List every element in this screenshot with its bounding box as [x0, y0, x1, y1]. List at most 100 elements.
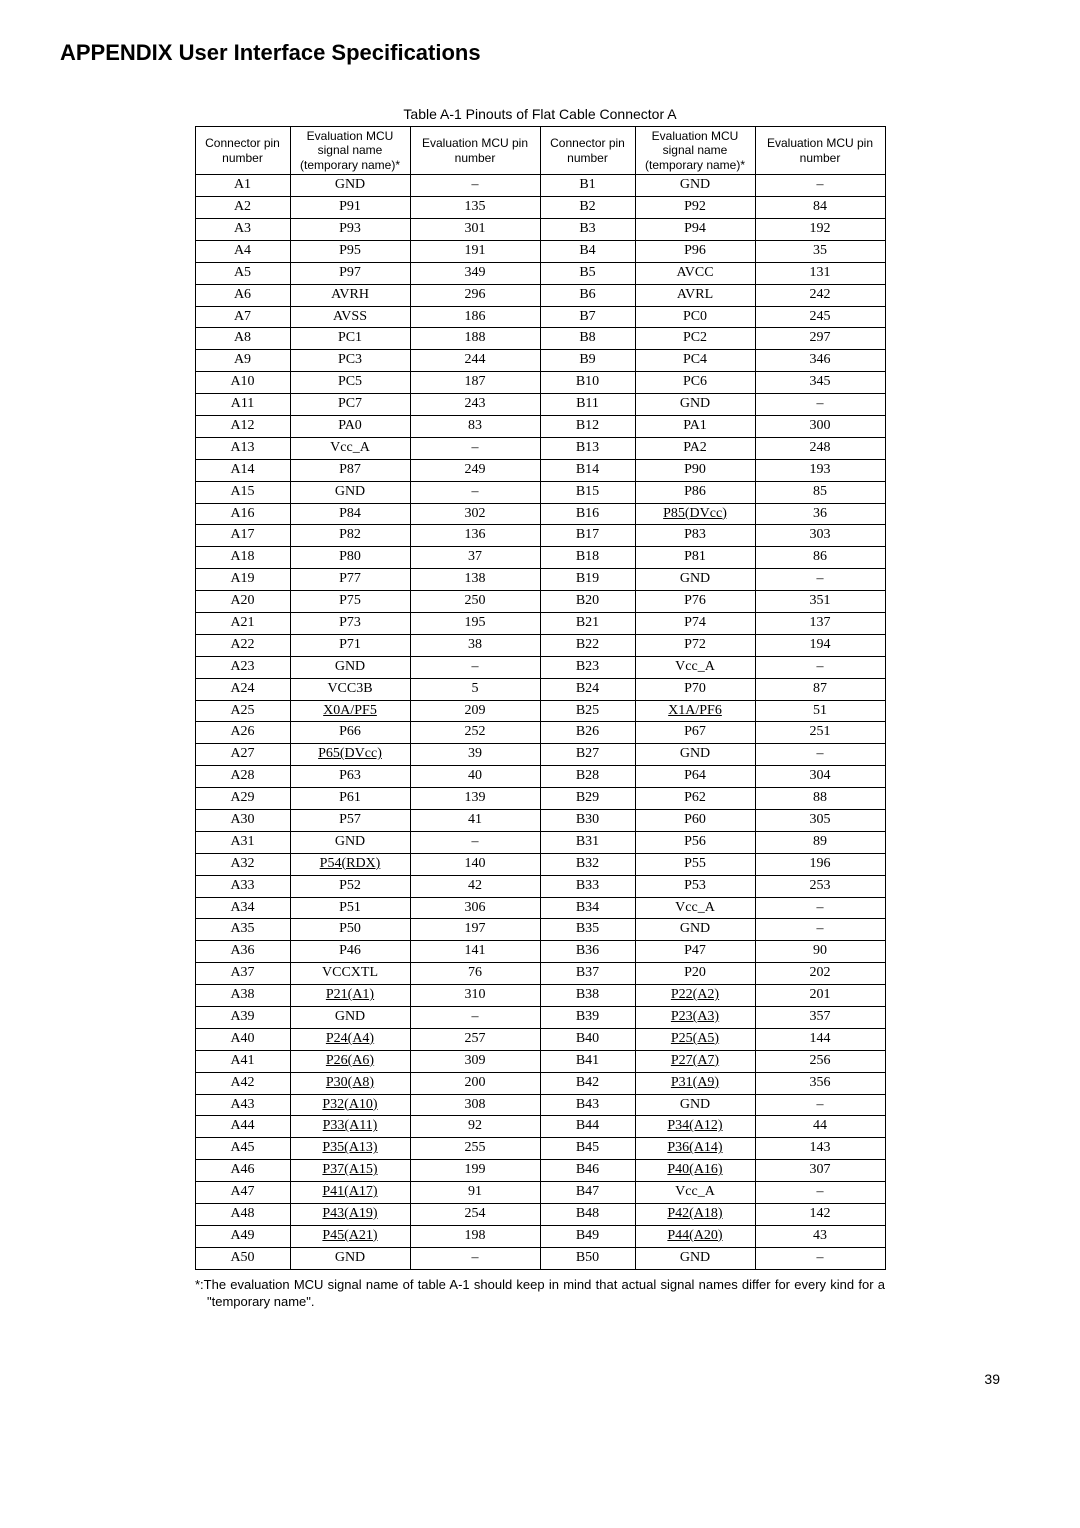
table-row: A17P82136B17P83303: [195, 525, 885, 547]
table-cell: B39: [540, 1007, 635, 1029]
table-cell: Vcc_A: [635, 656, 755, 678]
table-cell: 198: [410, 1225, 540, 1247]
table-cell: GND: [635, 1247, 755, 1269]
table-cell: 84: [755, 197, 885, 219]
table-cell: P56: [635, 831, 755, 853]
table-cell: –: [755, 897, 885, 919]
table-cell: 244: [410, 350, 540, 372]
table-cell: GND: [290, 831, 410, 853]
table-cell: A31: [195, 831, 290, 853]
table-cell: B23: [540, 656, 635, 678]
table-cell: A30: [195, 810, 290, 832]
table-row: A24VCC3B5B24P7087: [195, 678, 885, 700]
table-cell: GND: [635, 394, 755, 416]
table-cell: 36: [755, 503, 885, 525]
table-body: A1GND–B1GND–A2P91135B2P9284A3P93301B3P94…: [195, 175, 885, 1270]
table-cell: 139: [410, 788, 540, 810]
table-cell: GND: [635, 175, 755, 197]
table-cell: A44: [195, 1116, 290, 1138]
table-cell: A29: [195, 788, 290, 810]
table-cell: P35(A13): [290, 1138, 410, 1160]
table-cell: AVCC: [635, 262, 755, 284]
table-cell: B24: [540, 678, 635, 700]
table-row: A21P73195B21P74137: [195, 612, 885, 634]
table-cell: 135: [410, 197, 540, 219]
table-cell: GND: [635, 1094, 755, 1116]
table-row: A20P75250B20P76351: [195, 591, 885, 613]
table-cell: 141: [410, 941, 540, 963]
table-header-row: Connector pin numberEvaluation MCU signa…: [195, 127, 885, 175]
table-cell: 302: [410, 503, 540, 525]
table-cell: A19: [195, 569, 290, 591]
table-cell: P26(A6): [290, 1050, 410, 1072]
table-row: A1GND–B1GND–: [195, 175, 885, 197]
table-cell: P50: [290, 919, 410, 941]
table-cell: P44(A20): [635, 1225, 755, 1247]
table-cell: P67: [635, 722, 755, 744]
table-cell: A32: [195, 853, 290, 875]
table-cell: P33(A11): [290, 1116, 410, 1138]
table-cell: 194: [755, 634, 885, 656]
table-cell: B4: [540, 240, 635, 262]
table-cell: B26: [540, 722, 635, 744]
table-cell: PC1: [290, 328, 410, 350]
table-cell: P61: [290, 788, 410, 810]
table-cell: GND: [635, 744, 755, 766]
table-cell: 142: [755, 1204, 885, 1226]
table-row: A10PC5187B10PC6345: [195, 372, 885, 394]
table-cell: B25: [540, 700, 635, 722]
table-cell: A5: [195, 262, 290, 284]
table-cell: A11: [195, 394, 290, 416]
table-cell: 349: [410, 262, 540, 284]
table-cell: A18: [195, 547, 290, 569]
table-row: A19P77138B19GND–: [195, 569, 885, 591]
column-header: Evaluation MCU pin number: [755, 127, 885, 175]
table-cell: 252: [410, 722, 540, 744]
table-cell: 250: [410, 591, 540, 613]
table-cell: B6: [540, 284, 635, 306]
table-cell: Vcc_A: [290, 437, 410, 459]
table-cell: 138: [410, 569, 540, 591]
table-cell: GND: [635, 919, 755, 941]
table-row: A48P43(A19)254B48P42(A18)142: [195, 1204, 885, 1226]
table-cell: 87: [755, 678, 885, 700]
table-cell: 76: [410, 963, 540, 985]
table-cell: P52: [290, 875, 410, 897]
table-cell: B29: [540, 788, 635, 810]
table-cell: A27: [195, 744, 290, 766]
table-cell: B8: [540, 328, 635, 350]
table-cell: PC3: [290, 350, 410, 372]
table-cell: P23(A3): [635, 1007, 755, 1029]
table-cell: 140: [410, 853, 540, 875]
table-cell: A17: [195, 525, 290, 547]
table-cell: 43: [755, 1225, 885, 1247]
table-cell: 86: [755, 547, 885, 569]
table-cell: 200: [410, 1072, 540, 1094]
table-cell: B2: [540, 197, 635, 219]
table-cell: P57: [290, 810, 410, 832]
table-cell: P96: [635, 240, 755, 262]
table-cell: B15: [540, 481, 635, 503]
table-cell: –: [755, 175, 885, 197]
table-row: A11PC7243B11GND–: [195, 394, 885, 416]
table-cell: B46: [540, 1160, 635, 1182]
table-row: A2P91135B2P9284: [195, 197, 885, 219]
table-cell: B50: [540, 1247, 635, 1269]
table-row: A38P21(A1)310B38P22(A2)201: [195, 985, 885, 1007]
table-cell: 188: [410, 328, 540, 350]
table-cell: A8: [195, 328, 290, 350]
table-cell: X1A/PF6: [635, 700, 755, 722]
table-cell: 83: [410, 415, 540, 437]
table-cell: 256: [755, 1050, 885, 1072]
table-row: A31GND–B31P5689: [195, 831, 885, 853]
table-cell: P22(A2): [635, 985, 755, 1007]
table-cell: B38: [540, 985, 635, 1007]
column-header: Evaluation MCU signal name (temporary na…: [635, 127, 755, 175]
table-row: A15GND–B15P8685: [195, 481, 885, 503]
table-cell: P43(A19): [290, 1204, 410, 1226]
table-row: A39GND–B39P23(A3)357: [195, 1007, 885, 1029]
table-cell: 143: [755, 1138, 885, 1160]
table-cell: –: [410, 437, 540, 459]
table-cell: A22: [195, 634, 290, 656]
table-cell: P27(A7): [635, 1050, 755, 1072]
